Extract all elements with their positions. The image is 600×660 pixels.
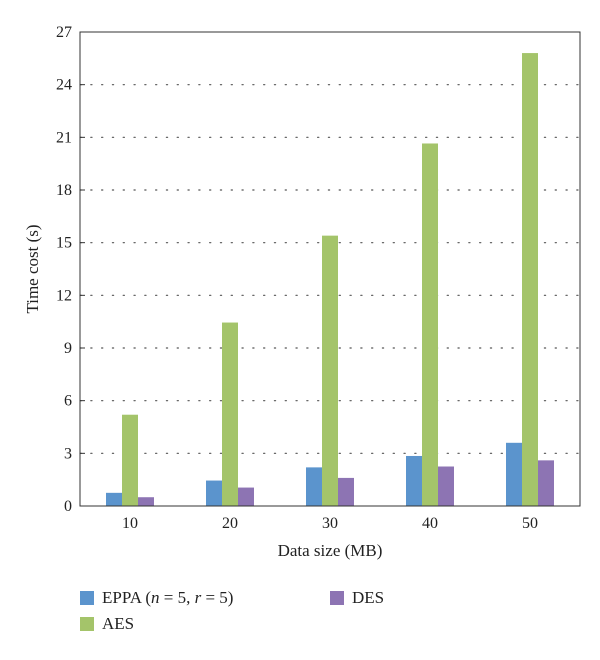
bar-eppa-20: [206, 480, 222, 506]
bar-aes-20: [222, 322, 238, 506]
x-tick-label: 50: [522, 515, 538, 532]
x-tick-label: 40: [422, 515, 438, 532]
bar-aes-50: [522, 53, 538, 507]
x-tick-label: 20: [222, 515, 238, 532]
bar-eppa-50: [506, 442, 522, 506]
bars: [106, 53, 554, 507]
y-tick-label: 12: [56, 287, 72, 304]
bar-eppa-30: [306, 467, 322, 506]
bar-des-10: [138, 497, 154, 506]
y-tick-label: 9: [64, 340, 72, 357]
bar-eppa-40: [406, 455, 422, 506]
legend-swatch: [330, 591, 344, 605]
legend: EPPA (n = 5, r = 5) AES DES: [80, 588, 384, 633]
bar-aes-30: [322, 235, 338, 506]
bar-aes-40: [422, 143, 438, 506]
axis-ticks: 0 3 6 9 12 15 18 21 24 27 10 20 30 40 50: [56, 24, 538, 532]
bar-eppa-10: [106, 492, 122, 506]
y-tick-label: 18: [56, 182, 72, 199]
legend-label: AES: [102, 614, 134, 633]
y-tick-label: 3: [64, 445, 72, 462]
legend-swatch: [80, 617, 94, 631]
bar-aes-10: [122, 414, 138, 506]
y-tick-label: 0: [64, 498, 72, 515]
plot-frame: [79, 31, 581, 507]
y-tick-label: 24: [56, 77, 72, 94]
bar-des-20: [238, 487, 254, 506]
x-axis-title: Data size (MB): [278, 541, 383, 560]
legend-label: DES: [352, 588, 384, 607]
y-tick-label: 6: [64, 393, 72, 410]
y-tick-label: 21: [56, 129, 72, 146]
bar-des-40: [438, 466, 454, 506]
y-tick-label: 15: [56, 235, 72, 252]
y-tick-label: 27: [56, 24, 72, 41]
x-tick-label: 30: [322, 515, 338, 532]
bar-des-30: [338, 477, 354, 506]
y-axis-title: Time cost (s): [23, 224, 42, 313]
legend-swatch: [80, 591, 94, 605]
bar-des-50: [538, 460, 554, 506]
legend-label: EPPA (n = 5, r = 5): [102, 588, 233, 607]
x-tick-label: 10: [122, 515, 138, 532]
